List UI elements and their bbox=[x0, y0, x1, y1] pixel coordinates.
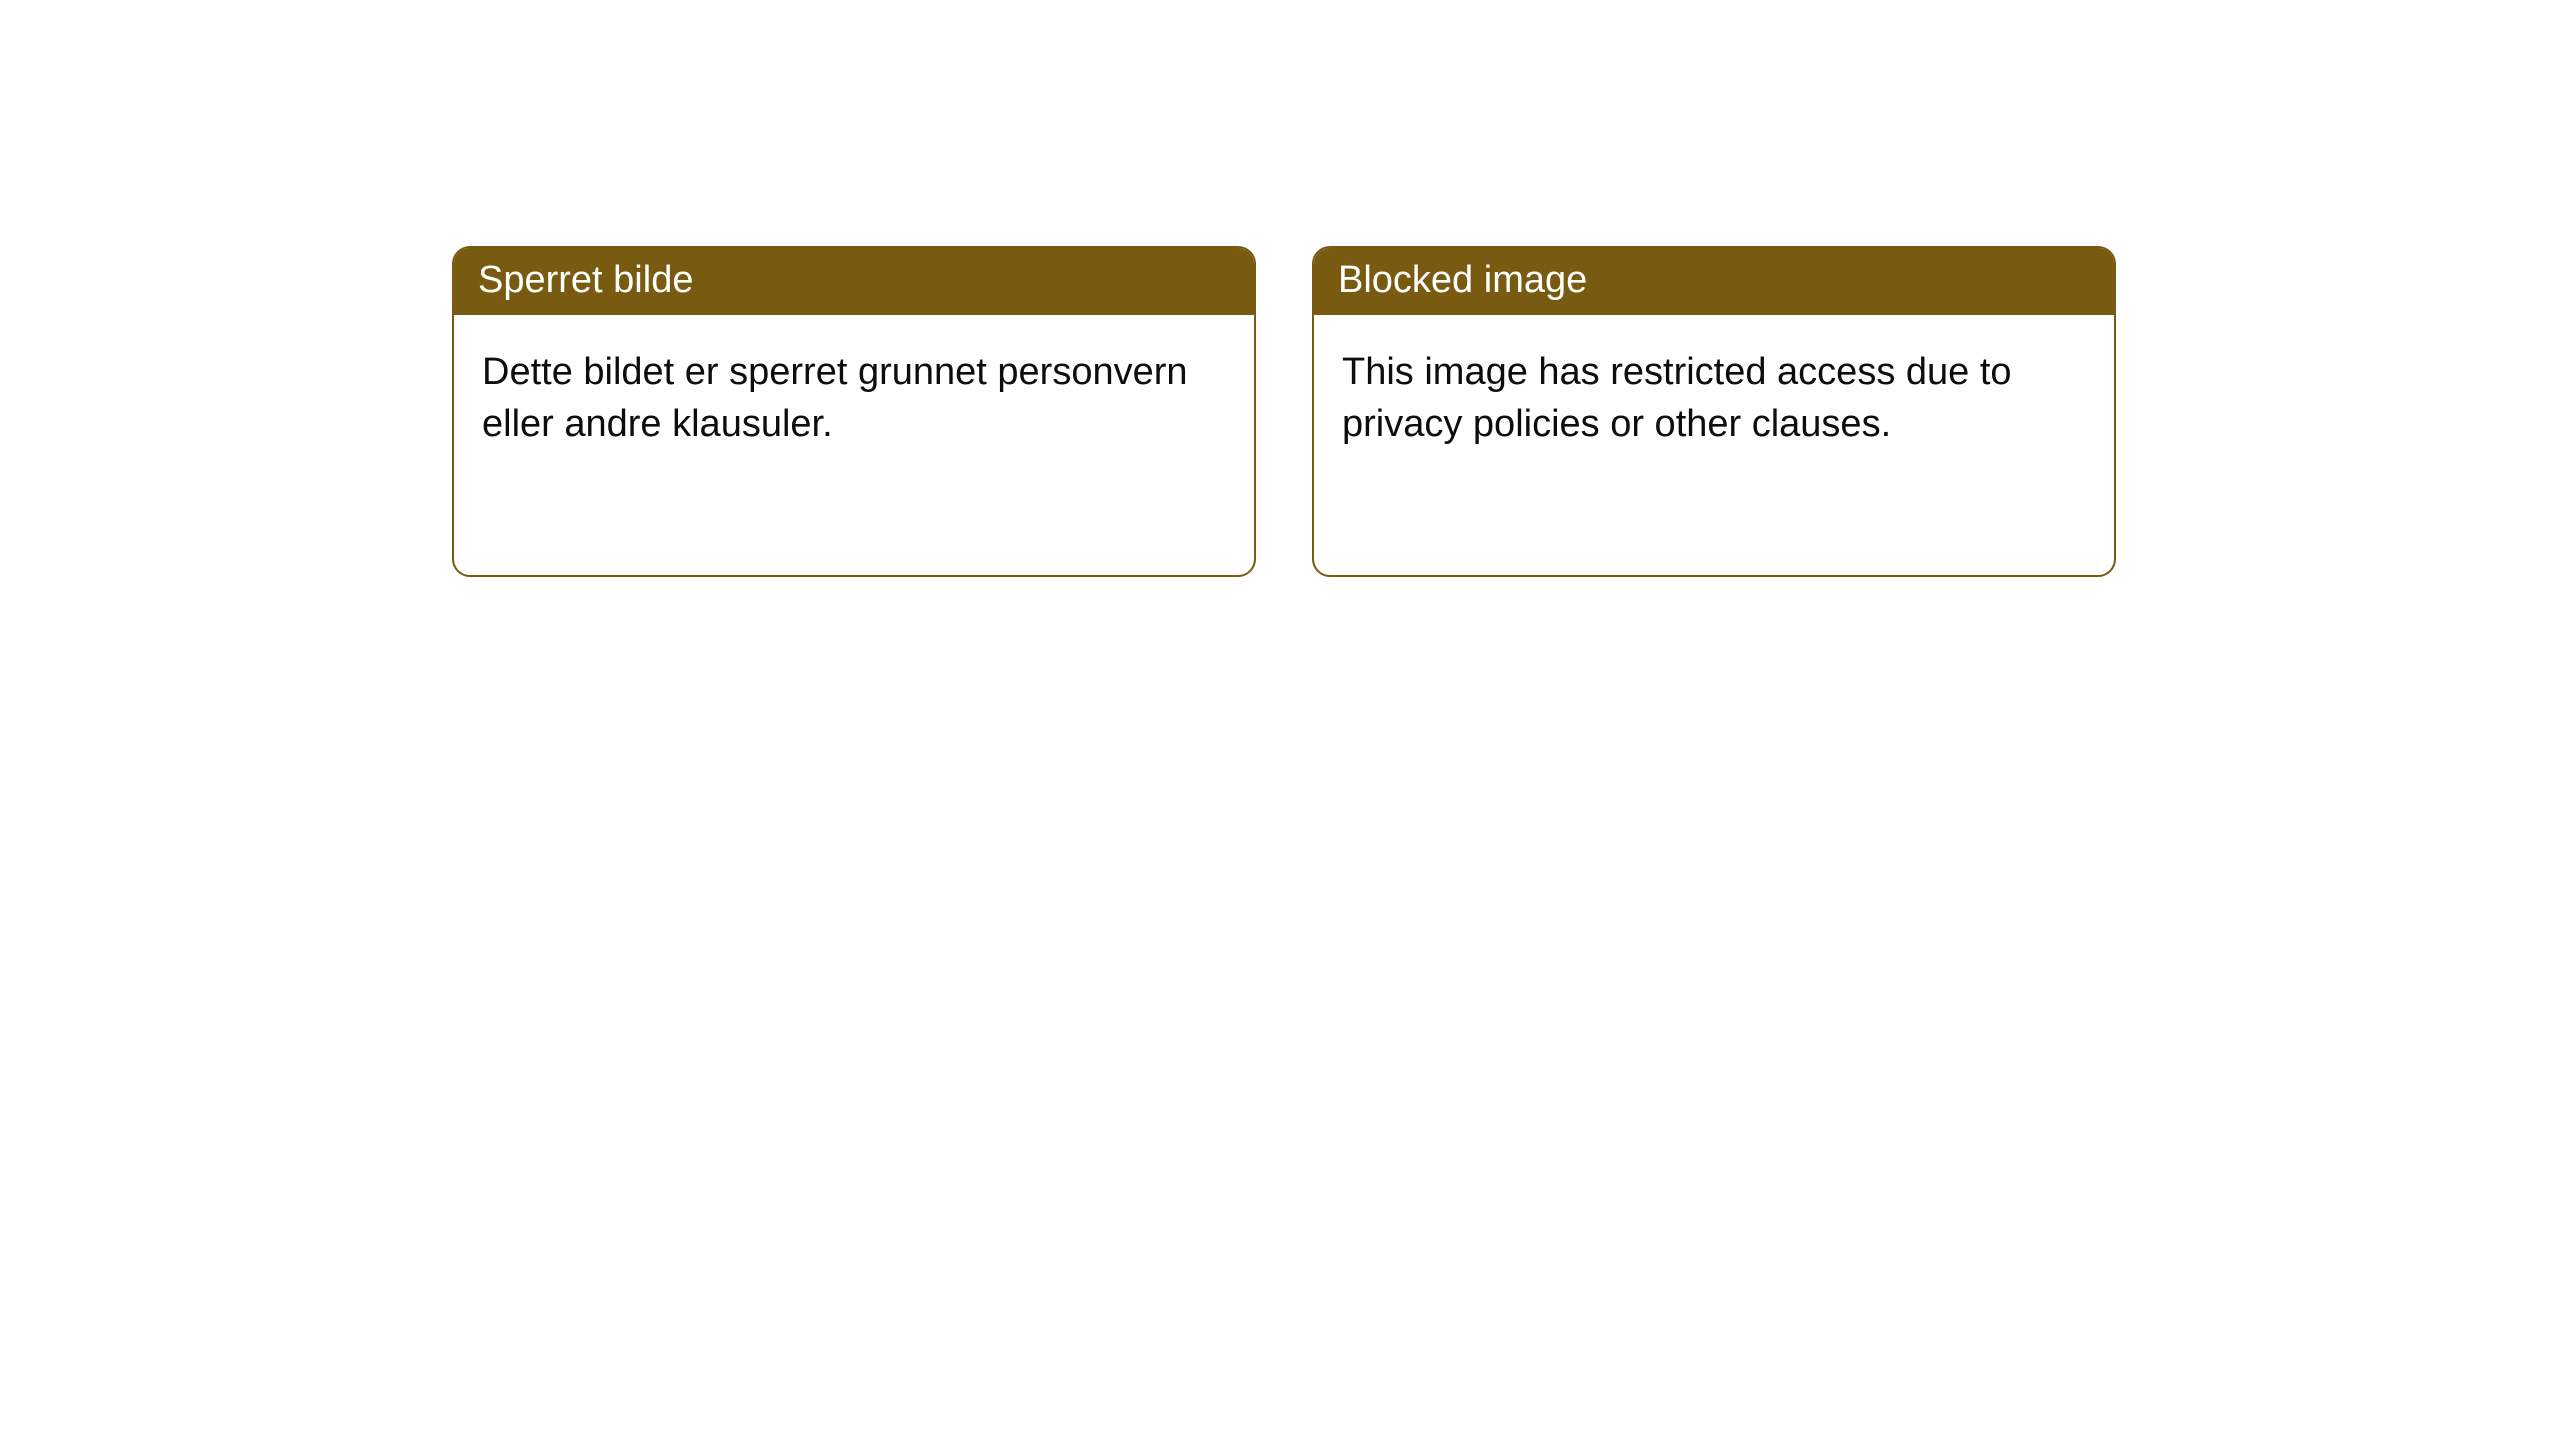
notice-title-en: Blocked image bbox=[1314, 248, 2114, 315]
notice-title-no: Sperret bilde bbox=[454, 248, 1254, 315]
notice-box-en: Blocked image This image has restricted … bbox=[1312, 246, 2116, 577]
notice-body-no: Dette bildet er sperret grunnet personve… bbox=[454, 315, 1254, 575]
notice-body-en: This image has restricted access due to … bbox=[1314, 315, 2114, 575]
notice-container: Sperret bilde Dette bildet er sperret gr… bbox=[0, 0, 2560, 577]
notice-box-no: Sperret bilde Dette bildet er sperret gr… bbox=[452, 246, 1256, 577]
